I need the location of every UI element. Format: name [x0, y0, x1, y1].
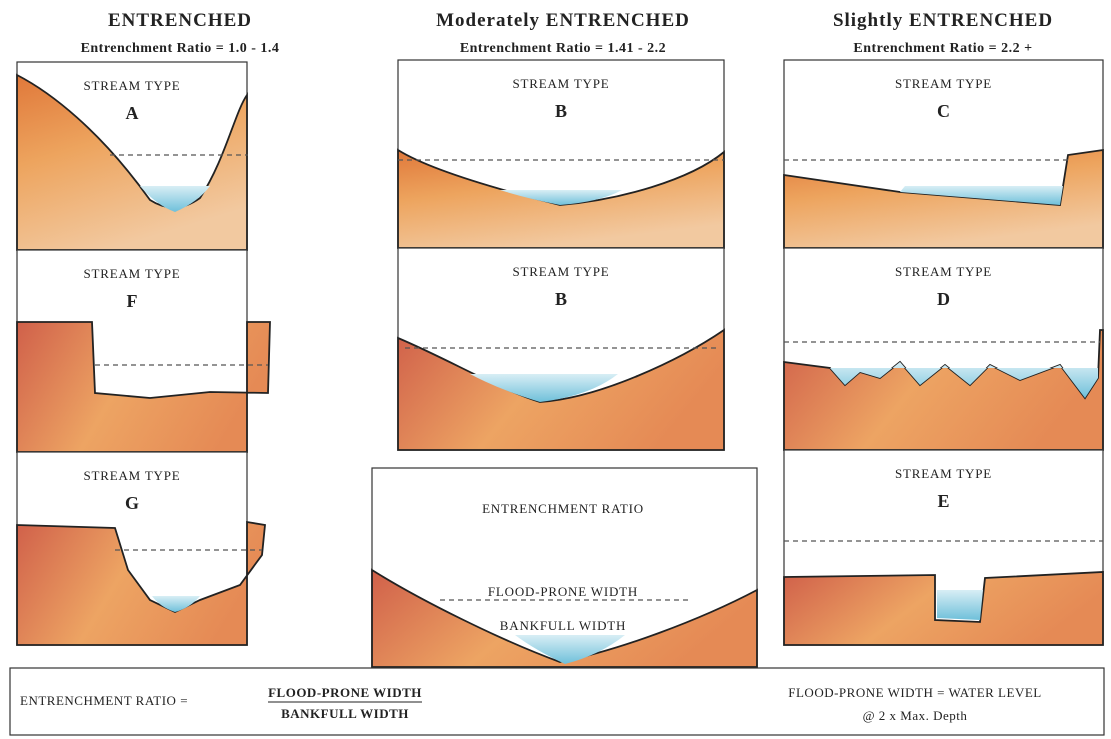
- stream-type-label: STREAM TYPE: [895, 76, 992, 91]
- stream-panel: STREAM TYPE E: [784, 450, 1103, 645]
- stream-type-label: STREAM TYPE: [83, 266, 180, 281]
- column-subtitle: Entrenchment Ratio = 1.0 - 1.4: [81, 41, 280, 56]
- stream-panel: STREAM TYPE D: [784, 248, 1103, 450]
- stream-type-label: STREAM TYPE: [83, 78, 180, 93]
- formula-denominator: BANKFULL WIDTH: [281, 706, 409, 721]
- content: ENTRENCHED Entrenchment Ratio = 1.0 - 1.4…: [10, 10, 1104, 735]
- stream-panel: STREAM TYPE A: [17, 62, 248, 250]
- definition-line1: FLOOD-PRONE WIDTH = WATER LEVEL: [788, 685, 1041, 700]
- stream-type-letter: C: [937, 101, 950, 121]
- column-title: Moderately ENTRENCHED: [436, 10, 690, 31]
- formula-numerator: FLOOD-PRONE WIDTH: [268, 685, 422, 700]
- definition-line2: @ 2 x Max. Depth: [863, 708, 968, 723]
- stream-type-label: STREAM TYPE: [512, 264, 609, 279]
- stream-panel: STREAM TYPE G: [17, 452, 265, 645]
- formula-box: ENTRENCHMENT RATIO = FLOOD-PRONE WIDTH BAN…: [10, 668, 1104, 735]
- stream-type-letter: A: [126, 103, 139, 123]
- stream-type-letter: B: [555, 289, 567, 309]
- column-title: Slightly ENTRENCHED: [833, 10, 1053, 31]
- stream-type-letter: B: [555, 101, 567, 121]
- column-subtitle: Entrenchment Ratio = 2.2 +: [853, 41, 1032, 56]
- stream-panel: STREAM TYPE C: [784, 60, 1103, 248]
- stream-type-label: STREAM TYPE: [512, 76, 609, 91]
- water: [937, 590, 983, 620]
- diagram: ENTRENCHED Entrenchment Ratio = 1.0 - 1.4…: [0, 0, 1111, 739]
- stream-type-label: STREAM TYPE: [895, 264, 992, 279]
- column-title: ENTRENCHED: [108, 10, 252, 31]
- ratio-title: ENTRENCHMENT RATIO: [482, 501, 644, 516]
- ratio-box: ENTRENCHMENT RATIO FLOOD-PRONE WIDTH BANKF…: [372, 468, 757, 667]
- stream-type-letter: E: [937, 491, 949, 511]
- stream-panel: STREAM TYPE F: [17, 250, 270, 452]
- bankfull-label: BANKFULL WIDTH: [500, 618, 626, 633]
- stream-type-letter: F: [127, 291, 138, 311]
- stream-type-label: STREAM TYPE: [83, 468, 180, 483]
- stream-panel: STREAM TYPE B: [398, 248, 724, 450]
- stream-type-letter: D: [937, 289, 950, 309]
- stream-type-letter: G: [125, 493, 139, 513]
- flood-prone-label: FLOOD-PRONE WIDTH: [488, 584, 638, 599]
- column-subtitle: Entrenchment Ratio = 1.41 - 2.2: [460, 41, 666, 56]
- formula-lhs: ENTRENCHMENT RATIO =: [20, 693, 188, 708]
- stream-type-label: STREAM TYPE: [895, 466, 992, 481]
- stream-panel: STREAM TYPE B: [398, 60, 724, 248]
